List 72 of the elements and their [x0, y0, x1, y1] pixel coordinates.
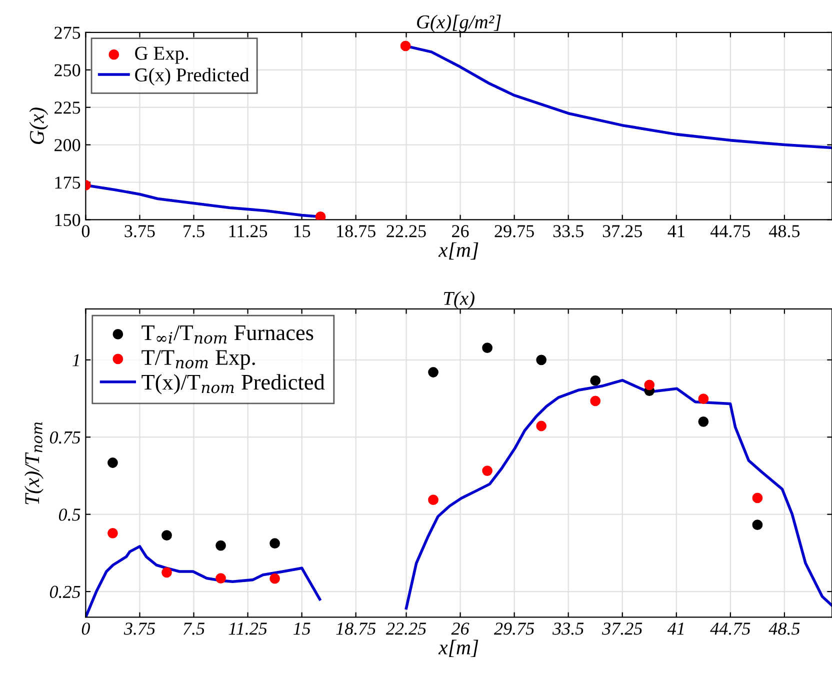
x-tick-label: 18.75	[337, 225, 376, 238]
y-tick-label: 1	[72, 354, 79, 366]
point	[536, 420, 547, 432]
x-tick-label: 15	[293, 622, 310, 635]
legend-label: G Exp.	[135, 46, 188, 64]
chart-title: T(x)	[444, 291, 474, 309]
x-tick-label: 3.75	[124, 622, 155, 635]
x-tick-label: 11.25	[229, 225, 268, 238]
x-tick-label: 41	[667, 622, 684, 635]
point	[315, 212, 326, 220]
x-tick-label: 37.25	[602, 622, 642, 635]
x-tick-label: 18.75	[336, 622, 376, 635]
point	[482, 466, 492, 476]
point	[108, 528, 118, 538]
x-tick-label: 33.5	[553, 225, 584, 238]
point	[752, 492, 763, 504]
x-tick-label: 7.5	[184, 622, 204, 635]
point	[428, 494, 438, 506]
x-tick-label: 48.5	[769, 225, 800, 238]
x-tick-label: 44.75	[710, 622, 750, 635]
point	[482, 342, 492, 354]
x-tick-label: 26	[451, 622, 470, 635]
point	[698, 416, 709, 427]
point	[216, 540, 226, 551]
point	[590, 396, 601, 406]
x-tick-label: 11.25	[228, 622, 267, 635]
y-tick-label: 0.25	[50, 586, 80, 598]
y-axis-title: G(x)	[29, 108, 48, 144]
y-tick-label: 175	[55, 176, 80, 189]
point	[752, 520, 763, 530]
x-axis-title: x[m]	[438, 640, 478, 658]
point	[270, 538, 280, 549]
chart-title: G(x)[g/m²]	[417, 14, 501, 32]
x-tick-label: 15	[294, 225, 310, 238]
point	[162, 530, 172, 541]
y-tick-label: 150	[55, 214, 80, 226]
x-tick-label: 48.5	[768, 622, 800, 635]
y-tick-label: 225	[54, 102, 80, 114]
point	[698, 394, 709, 404]
point	[400, 40, 411, 52]
x-tick-label: 22.25	[386, 225, 426, 238]
x-tick-label: 37.25	[602, 225, 642, 238]
point	[428, 367, 438, 378]
x-tick-label: 44.75	[710, 225, 750, 238]
x-tick-label: 33.5	[552, 622, 584, 635]
x-tick-label: 22.25	[386, 622, 426, 635]
y-axis-title: T(x)/T$_{nom}$	[24, 422, 44, 504]
x-tick-label: 29.75	[494, 225, 534, 238]
x-tick-label: 7.5	[184, 225, 204, 238]
point	[162, 567, 172, 578]
y-tick-label: 200	[54, 139, 80, 152]
x-axis-title: x[m]	[438, 242, 478, 260]
x-tick-label: 0	[82, 622, 90, 635]
x-tick-label: 41	[668, 225, 684, 238]
x-tick-label: 26	[452, 225, 469, 238]
y-tick-label: 275	[54, 26, 80, 39]
legend-label: G(x) Predicted	[135, 68, 250, 86]
x-tick-label: 0	[82, 225, 90, 238]
y-tick-label: 0.5	[58, 508, 80, 521]
legend-label: T/T$_{nom}$ Exp.	[142, 350, 255, 370]
point	[536, 354, 547, 366]
y-tick-label: 0.75	[50, 431, 80, 444]
point	[590, 375, 601, 386]
y-tick-label: 250	[54, 64, 80, 76]
legend-label: T(x)/T$_{nom}$ Predicted	[142, 374, 325, 394]
legend-label: T$_{∞i}$/T$_{nom}$ Furnaces	[142, 325, 314, 344]
x-tick-label: 3.75	[124, 225, 155, 238]
point	[108, 458, 118, 468]
x-tick-label: 29.75	[494, 622, 534, 635]
point	[216, 573, 226, 584]
point	[270, 573, 280, 584]
point	[644, 380, 655, 390]
